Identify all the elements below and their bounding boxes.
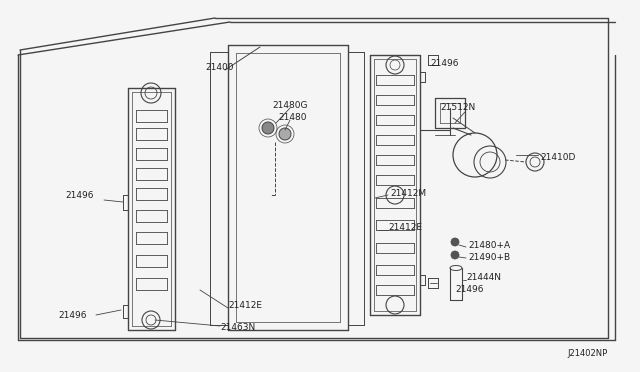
Text: 21444N: 21444N — [466, 273, 501, 282]
Text: 21496: 21496 — [430, 58, 458, 67]
Text: 21412E: 21412E — [228, 301, 262, 310]
Text: 21412M: 21412M — [390, 189, 426, 198]
Text: 21512N: 21512N — [440, 103, 476, 112]
Text: 21480: 21480 — [278, 113, 307, 122]
Text: 21480+A: 21480+A — [468, 241, 510, 250]
Text: 21463N: 21463N — [220, 323, 255, 331]
Text: 21496: 21496 — [58, 311, 86, 320]
Circle shape — [451, 238, 459, 246]
Text: 21400: 21400 — [205, 64, 234, 73]
Text: 21496: 21496 — [455, 285, 483, 295]
Text: J21402NP: J21402NP — [568, 349, 608, 358]
Text: 21496: 21496 — [65, 192, 93, 201]
Circle shape — [279, 128, 291, 140]
Text: 21480G: 21480G — [272, 100, 307, 109]
Text: 21410D: 21410D — [540, 154, 575, 163]
Circle shape — [451, 251, 459, 259]
Circle shape — [262, 122, 274, 134]
Text: 21490+B: 21490+B — [468, 253, 510, 263]
Text: 21412E: 21412E — [388, 224, 422, 232]
